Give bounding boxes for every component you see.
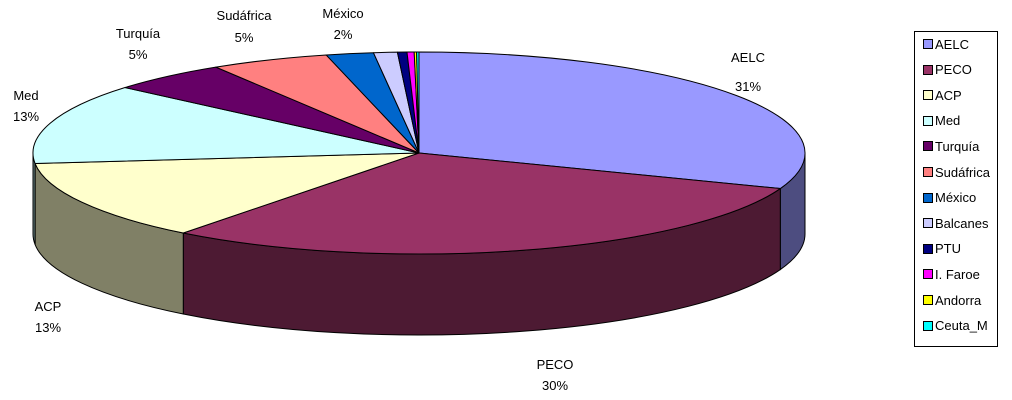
data-label-name: PECO bbox=[537, 357, 574, 372]
legend-swatch bbox=[923, 295, 933, 305]
legend-item: Med bbox=[923, 113, 960, 129]
legend-label: Turquía bbox=[935, 138, 980, 154]
legend-item: PECO bbox=[923, 62, 972, 78]
legend-label: México bbox=[935, 190, 977, 206]
legend-label: Andorra bbox=[935, 292, 982, 308]
legend-item: PTU bbox=[923, 241, 961, 257]
legend: AELC PECO ACP Med Turquía Sudáfrica México Balc… bbox=[914, 31, 998, 347]
data-label-value: 31% bbox=[735, 79, 761, 94]
pie-slice-peco bbox=[182, 152, 781, 255]
legend-label: Med bbox=[935, 113, 961, 129]
legend-swatch bbox=[923, 269, 933, 280]
legend-swatch bbox=[923, 320, 933, 331]
data-label-value: 5% bbox=[235, 30, 254, 45]
data-label-value: 13% bbox=[35, 320, 61, 335]
legend-swatch bbox=[923, 64, 933, 75]
legend-label: PECO bbox=[935, 62, 972, 78]
legend-swatch bbox=[923, 167, 933, 177]
legend-label: ACP bbox=[935, 87, 962, 103]
legend-swatch bbox=[923, 192, 933, 203]
legend-label: Sudáfrica bbox=[935, 164, 990, 180]
pie-slice-aelc bbox=[418, 51, 806, 190]
legend-item: AELC bbox=[923, 36, 969, 52]
legend-swatch bbox=[923, 218, 933, 229]
legend-label: I. Faroe bbox=[935, 266, 980, 282]
legend-item: I. Faroe bbox=[923, 266, 980, 282]
pie-slice-ceuta-m bbox=[416, 51, 420, 154]
legend-swatch bbox=[923, 141, 933, 152]
pie-side-med bbox=[32, 152, 36, 245]
data-label-name: México bbox=[322, 6, 363, 21]
data-label-name: ACP bbox=[35, 299, 62, 314]
legend-swatch bbox=[923, 39, 933, 49]
legend-swatch bbox=[923, 90, 933, 101]
data-label-value: 5% bbox=[129, 47, 148, 62]
legend-label: PTU bbox=[935, 241, 961, 257]
data-label-name: Med bbox=[13, 88, 38, 103]
data-label-value: 13% bbox=[13, 109, 39, 124]
legend-label: Ceuta_M bbox=[935, 318, 988, 334]
legend-swatch bbox=[923, 115, 933, 126]
legend-label: AELC bbox=[935, 36, 969, 52]
pie-slice-med bbox=[32, 87, 420, 165]
data-label-value: 30% bbox=[542, 378, 568, 393]
legend-swatch bbox=[923, 243, 933, 254]
data-label-name: AELC bbox=[731, 50, 765, 65]
legend-item: ACP bbox=[923, 87, 962, 103]
legend-item: Balcanes bbox=[923, 215, 988, 231]
legend-item: Ceuta_M bbox=[923, 318, 988, 334]
pie-slice-acp bbox=[34, 152, 420, 234]
legend-label: Balcanes bbox=[935, 215, 989, 231]
data-label-name: Turquía bbox=[116, 26, 161, 41]
legend-item: Sudáfrica bbox=[923, 164, 990, 180]
legend-item: Andorra bbox=[923, 292, 981, 308]
data-label-name: Sudáfrica bbox=[217, 8, 273, 23]
legend-item: Turquía bbox=[923, 138, 979, 154]
legend-item: México bbox=[923, 190, 976, 206]
data-label-value: 2% bbox=[334, 27, 353, 42]
